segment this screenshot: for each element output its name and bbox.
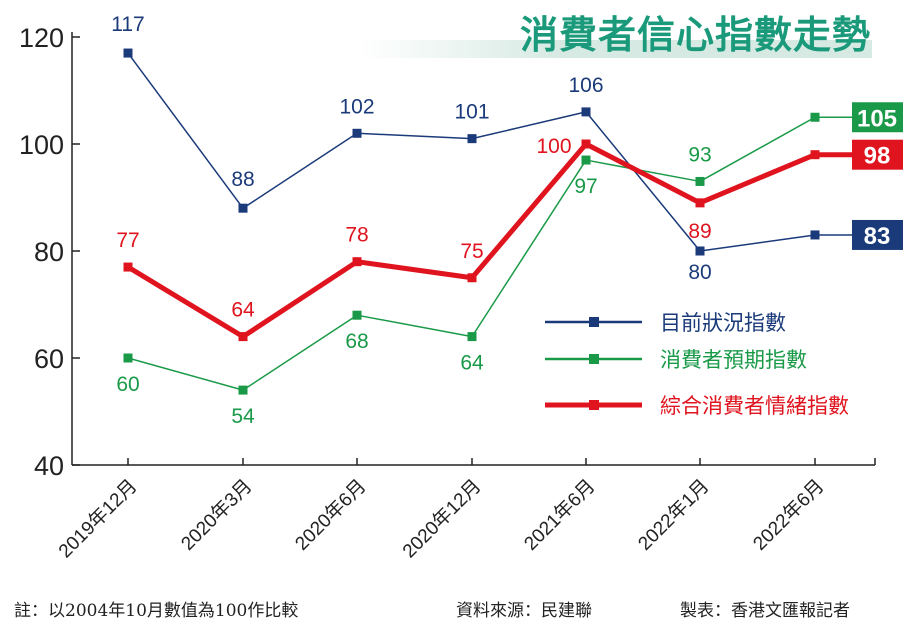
y-tick-label: 60 (34, 344, 64, 374)
data-label: 60 (116, 373, 139, 396)
data-point (123, 262, 133, 272)
data-label: 75 (460, 240, 483, 263)
data-point (123, 48, 133, 58)
data-point (238, 385, 248, 395)
data-point (695, 176, 705, 186)
y-tick-label: 40 (34, 451, 64, 481)
data-label: 93 (688, 143, 711, 166)
x-tick-label: 2022年1月 (634, 475, 714, 555)
data-point (352, 310, 362, 320)
legend-label: 消費者預期指數 (660, 348, 807, 372)
data-point (238, 203, 248, 213)
data-point (352, 257, 362, 267)
legend-marker (589, 317, 599, 327)
end-badge (852, 219, 903, 250)
data-label: 101 (454, 101, 489, 124)
data-label: 54 (231, 405, 255, 428)
chart-title: 消費者信心指數走勢 (519, 12, 871, 57)
x-tick-label: 2022年6月 (749, 475, 829, 555)
data-point (123, 353, 133, 363)
data-label: 100 (536, 135, 571, 158)
data-point (238, 332, 248, 342)
end-badge (852, 139, 903, 170)
y-tick-label: 100 (19, 130, 64, 160)
x-tick-label: 2019年12月 (54, 475, 141, 562)
data-point (581, 155, 591, 165)
title-band (360, 40, 872, 58)
data-point (581, 107, 591, 117)
data-label: 97 (574, 175, 597, 198)
data-label: 64 (460, 352, 484, 375)
legend-label: 綜合消費者情緒指數 (660, 394, 849, 418)
footer-note: 註：以2004年10月數值為100作比較 (14, 601, 299, 621)
end-badge-label: 98 (864, 143, 891, 170)
data-label: 117 (111, 13, 144, 36)
data-label: 89 (688, 220, 711, 243)
y-tick-label: 80 (34, 237, 64, 267)
y-tick-label: 120 (19, 23, 64, 53)
end-badge-label: 83 (864, 223, 891, 250)
x-tick-label: 2020年12月 (398, 475, 485, 562)
data-point (467, 273, 477, 283)
data-label: 102 (339, 95, 374, 118)
data-point (581, 139, 591, 149)
data-label: 80 (688, 261, 711, 284)
data-label: 68 (345, 330, 368, 353)
x-tick-label: 2020年3月 (177, 475, 257, 555)
end-badge-label: 105 (857, 105, 897, 132)
x-tick-label: 2021年6月 (520, 475, 600, 555)
data-label: 78 (345, 224, 368, 247)
data-point (695, 198, 705, 208)
legend-marker (589, 400, 599, 410)
data-label: 77 (116, 229, 139, 252)
series-line-0 (127, 52, 816, 252)
data-point (467, 332, 477, 342)
data-point (695, 246, 705, 256)
data-label: 106 (568, 74, 603, 97)
data-point (352, 128, 362, 138)
data-label: 88 (231, 168, 254, 191)
x-tick-label: 2020年6月 (291, 475, 371, 555)
data-point (467, 134, 477, 144)
end-badge (852, 102, 903, 133)
legend-label: 目前狀況指數 (660, 311, 786, 335)
footer-source: 資料來源：民建聯 (456, 601, 592, 621)
data-label: 64 (231, 299, 255, 322)
footer-credit: 製表：香港文匯報記者 (680, 601, 850, 621)
legend-marker (589, 354, 599, 364)
